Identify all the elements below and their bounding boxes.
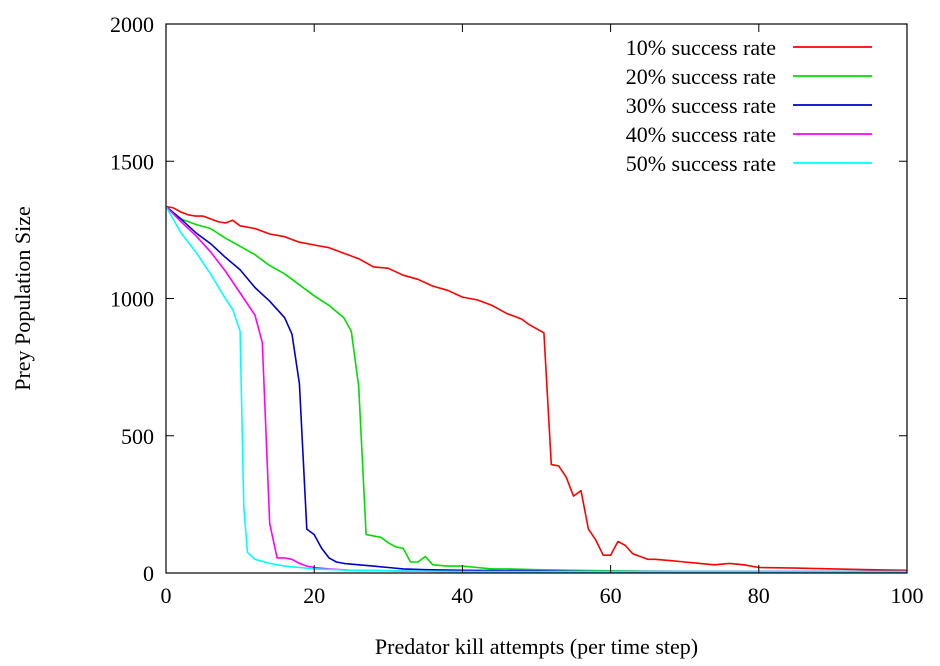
legend-label-1: 10% success rate bbox=[626, 35, 776, 60]
series-line-5 bbox=[165, 206, 907, 573]
y-tick-label: 1000 bbox=[110, 287, 154, 312]
legend-label-4: 40% success rate bbox=[626, 122, 776, 147]
y-tick-label: 500 bbox=[121, 424, 154, 449]
plot-frame bbox=[165, 23, 908, 574]
x-tick-label: 20 bbox=[303, 583, 325, 608]
legend-label-2: 20% success rate bbox=[626, 64, 776, 89]
legend: 10% success rate 20% success rate 30% succ… bbox=[626, 35, 872, 176]
series-line-4 bbox=[165, 205, 907, 573]
x-tick-label: 60 bbox=[600, 583, 622, 608]
series-line-2 bbox=[165, 205, 907, 573]
y-tick-label: 2000 bbox=[110, 12, 154, 37]
series-line-1 bbox=[165, 205, 908, 572]
x-tick-label: 40 bbox=[451, 583, 473, 608]
y-tick-label: 0 bbox=[143, 561, 154, 586]
series-layer bbox=[165, 205, 908, 573]
x-tick-label: 0 bbox=[161, 583, 172, 608]
y-axis-label: Prey Population Size bbox=[10, 206, 35, 391]
legend-label-5: 50% success rate bbox=[626, 151, 776, 176]
x-axis-label: Predator kill attempts (per time step) bbox=[375, 634, 698, 659]
x-tick-label: 100 bbox=[891, 583, 924, 608]
series-line-3 bbox=[165, 205, 907, 573]
x-tick-label: 80 bbox=[748, 583, 770, 608]
y-tick-label: 1500 bbox=[110, 149, 154, 174]
legend-label-3: 30% success rate bbox=[626, 93, 776, 118]
